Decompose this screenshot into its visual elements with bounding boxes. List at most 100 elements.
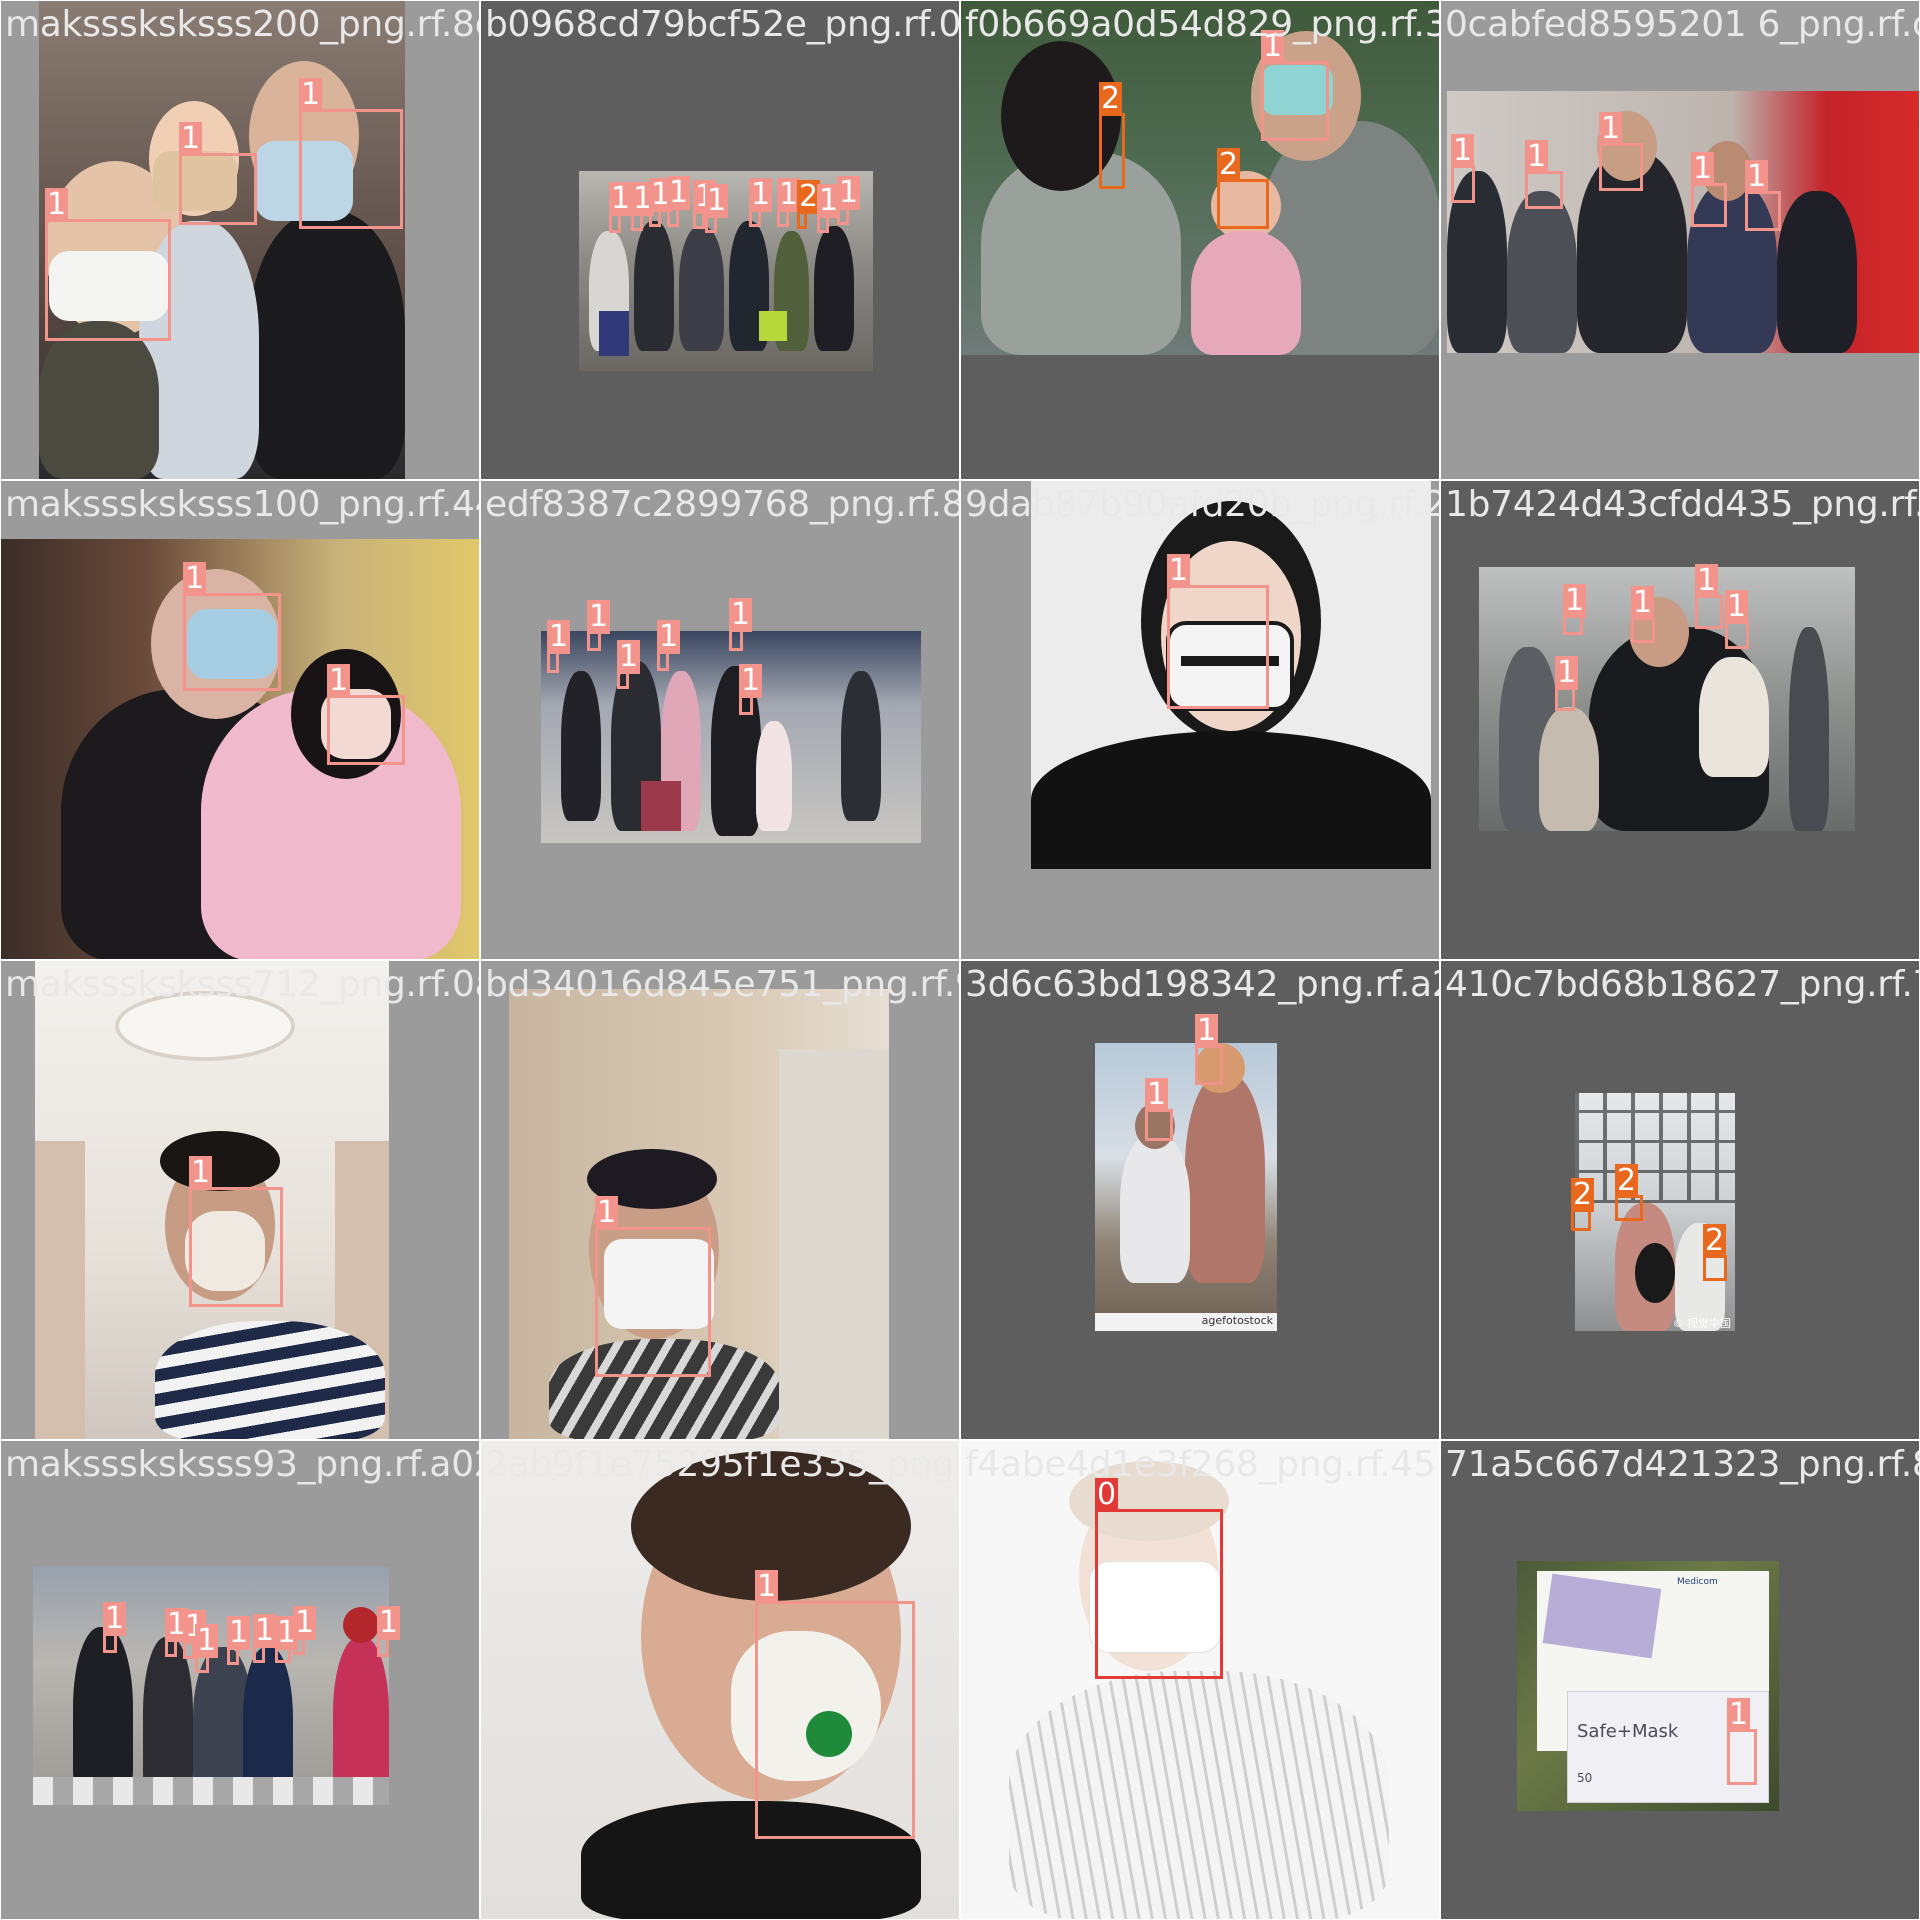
class-label: 1 <box>1745 159 1769 194</box>
mask-detection-box: 1 <box>729 598 753 651</box>
class-label: 2 <box>1217 147 1241 182</box>
mask-detection-box: 1 <box>1451 134 1475 203</box>
tile-photo <box>509 989 889 1439</box>
mask-detection-box: 2 <box>1703 1224 1727 1281</box>
mask-detection-box: 1 <box>189 1156 283 1307</box>
class-label: 1 <box>275 1615 299 1650</box>
mask-detection-box: 1 <box>657 620 681 671</box>
class-label: 2 <box>1615 1163 1639 1198</box>
mask-detection-box: 1 <box>1695 564 1723 629</box>
class-label: 1 <box>1599 111 1623 146</box>
mask-detection-box: 1 <box>749 178 773 227</box>
tile-filename: bd34016d845e751_png.rf.9ff3d6c63bd198342 <box>485 964 959 1005</box>
mask-detection-box: 1 <box>1261 30 1329 141</box>
mask-detection-box: 1 <box>377 1606 401 1657</box>
tile-filename: 71a5c667d421323_png.rf.8b <box>1445 1444 1920 1485</box>
mask-detection-box: 1 <box>739 664 763 715</box>
mosaic-tile-14: 2ab9f1e75295f1e335_png.rf.5cf4abe4d1e3f2… <box>480 1440 960 1920</box>
class-label: 1 <box>227 1615 251 1650</box>
class-label: 1 <box>1195 1013 1219 1048</box>
class-label: 1 <box>1691 151 1715 186</box>
class-label: 1 <box>253 1613 277 1648</box>
mask-detection-box: 2 <box>797 180 821 229</box>
class-label: 1 <box>1631 585 1655 620</box>
class-label: 1 <box>1261 29 1285 64</box>
mask-detection-box: 1 <box>165 1608 189 1657</box>
class-label: 2 <box>1099 81 1123 116</box>
class-label: 1 <box>587 599 611 634</box>
mask-detection-box: 1 <box>227 1616 251 1665</box>
class-label: 1 <box>1725 589 1749 624</box>
mask-detection-box: 1 <box>1525 140 1563 209</box>
class-label: 1 <box>547 619 571 654</box>
product-brand: Medicom <box>1677 1577 1718 1587</box>
class-label: 1 <box>103 1601 127 1636</box>
tile-filename: 0cabfed8595201 6_png.rf.ca <box>1445 4 1920 45</box>
mask-detection-box: 1 <box>1691 152 1727 227</box>
class-label: 1 <box>837 175 861 210</box>
tile-filename: maksssksksss200_png.rf.8eb0963dd79bcf52 <box>5 4 479 45</box>
mask-detection-box: 1 <box>195 1624 219 1673</box>
tile-filename: f4abe4d1e3f268_png.rf.4571a5c667d421323 <box>965 1444 1439 1485</box>
class-label: 1 <box>649 177 673 212</box>
mosaic-tile-3: f0b669a0d54d829_png.rf.390cabfed85952017… <box>960 0 1440 480</box>
mask-detection-box: 1 <box>179 122 257 225</box>
watermark-text: © 视觉中国 <box>1672 1317 1732 1330</box>
mask-detection-box: 1 <box>617 640 641 689</box>
class-label: 1 <box>377 1605 401 1640</box>
mask-detection-box: 1 <box>275 1616 299 1663</box>
mask-detection-box: 1 <box>1555 656 1579 711</box>
class-label: 1 <box>657 619 681 654</box>
mask-detection-box: 1 <box>1631 586 1655 643</box>
class-label: 1 <box>1727 1697 1751 1732</box>
class-label: 1 <box>299 77 323 112</box>
tile-filename: maksssksksss93_png.rf.a02ab9f1e75295f1e3… <box>5 1444 479 1485</box>
class-label: 1 <box>327 663 351 698</box>
tile-filename: 410c7bd68b18627_png.rf.7c <box>1445 964 1920 1005</box>
mask-detection-box: 1 <box>587 600 611 651</box>
class-label: 1 <box>817 183 841 218</box>
class-label: 1 <box>749 177 773 212</box>
class-label: 1 <box>45 187 69 222</box>
mask-detection-box: 0 <box>1095 1478 1223 1679</box>
tile-photo <box>969 1441 1439 1919</box>
tile-photo: agefotostock <box>1095 1043 1277 1331</box>
class-label: 1 <box>195 1623 219 1658</box>
mask-detection-box: 1 <box>327 664 405 765</box>
class-label: 1 <box>1525 139 1549 174</box>
mosaic-tile-6: edf8387c2899768_png.rf.889dab87b90afd20b… <box>480 480 960 960</box>
tile-photo: © 视觉中国 <box>1575 1093 1735 1331</box>
mask-detection-box: 1 <box>45 188 171 341</box>
class-label: 2 <box>1571 1177 1595 1212</box>
mosaic-tile-12: © 视觉中国 410c7bd68b18627_png.rf.7c 2 2 2 <box>1440 960 1920 1440</box>
mosaic-tile-10: bd34016d845e751_png.rf.9ff3d6c63bd198342… <box>480 960 960 1440</box>
class-label: 1 <box>1695 563 1719 598</box>
tile-filename: maksssksksss712_png.rf.0abd34016d845e751 <box>5 964 479 1005</box>
class-label: 1 <box>1167 553 1191 588</box>
mask-detection-box: 1 <box>631 182 655 231</box>
mask-detection-box: 2 <box>1217 148 1269 229</box>
class-label: 1 <box>293 1605 317 1640</box>
tile-filename: f0b669a0d54d829_png.rf.390cabfed85952017 <box>965 4 1439 45</box>
mosaic-tile-5: maksssksksss100_png.rf.44edf8387c2899768… <box>0 480 480 960</box>
mosaic-tile-16: Medicom Safe+Mask 50 71a5c667d421323_png… <box>1440 1440 1920 1920</box>
tile-photo: Medicom Safe+Mask 50 <box>1517 1561 1779 1811</box>
class-label: 1 <box>179 121 203 156</box>
tile-photo <box>1447 91 1919 353</box>
mask-detection-box: 1 <box>293 1606 317 1655</box>
class-label: 1 <box>631 181 655 216</box>
tile-photo <box>1479 567 1855 831</box>
mask-detection-box: 1 <box>1745 160 1781 231</box>
mask-detection-box: 1 <box>755 1570 915 1839</box>
tile-photo <box>1 539 479 959</box>
mosaic-tile-1: maksssksksss200_png.rf.8eb0963dd79bcf52 … <box>0 0 480 480</box>
mask-detection-box: 1 <box>1145 1078 1173 1141</box>
mosaic-tile-11: agefotostock 3d6c63bd198342_png.rf.a2410… <box>960 960 1440 1440</box>
mask-detection-box: 1 <box>1167 554 1269 709</box>
class-label: 1 <box>165 1607 189 1642</box>
mask-detection-box: 1 <box>299 78 403 229</box>
tile-filename: b0968cd79bcf52e_png.rf.0c2f0b669a0d54d82… <box>485 4 960 45</box>
class-label: 1 <box>1145 1077 1169 1112</box>
class-label: 2 <box>1703 1223 1727 1258</box>
tile-filename: 9dab87b90afd20b_png.rf.2d1b7424d43cfdd43… <box>965 484 1439 525</box>
